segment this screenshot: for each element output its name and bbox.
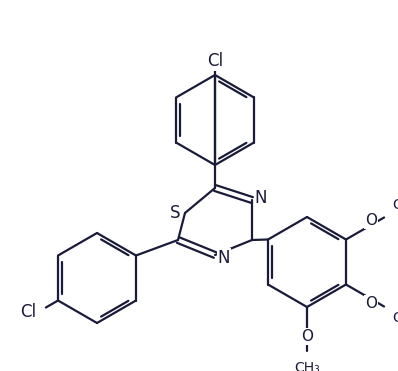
Text: O: O <box>301 329 313 344</box>
Text: N: N <box>255 189 267 207</box>
Text: O: O <box>365 213 377 229</box>
Text: CH₃: CH₃ <box>393 198 398 213</box>
Text: O: O <box>365 295 377 311</box>
Text: N: N <box>218 249 230 267</box>
Text: CH₃: CH₃ <box>393 312 398 325</box>
Text: S: S <box>170 204 180 222</box>
Text: CH₃: CH₃ <box>294 361 320 371</box>
Text: Cl: Cl <box>207 52 223 70</box>
Text: Cl: Cl <box>20 303 36 321</box>
